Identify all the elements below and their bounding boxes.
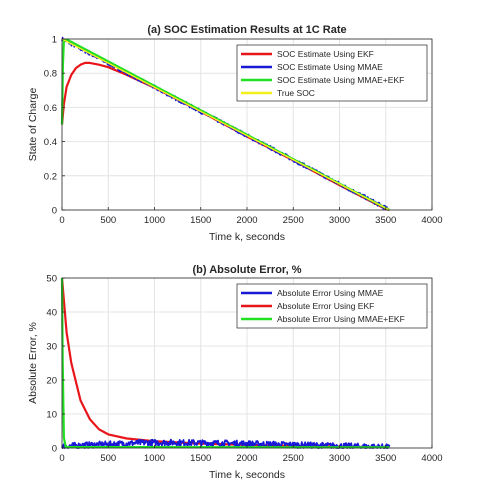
x-tick-label: 3500 [375, 453, 396, 464]
x-tick-label: 0 [59, 215, 64, 226]
x-tick-label: 1000 [144, 215, 165, 226]
plot-b-xlabel: Time k, seconds [209, 469, 285, 481]
legend-label-err-mmae-ekf: Absolute Error Using MMAE+EKF [277, 314, 405, 324]
y-tick-label: 20 [46, 376, 57, 387]
plot-a-ylabel: State of Charge [27, 88, 39, 162]
x-tick-label: 1000 [144, 453, 165, 464]
x-tick-label: 500 [100, 215, 116, 226]
x-tick-label: 2000 [236, 453, 257, 464]
series-line-absolute-error-using-mmae [61, 438, 391, 449]
y-tick-label: 30 [46, 342, 57, 353]
plot-a-legend: SOC Estimate Using EKF SOC Estimate Usin… [236, 44, 428, 102]
y-tick-label: 0 [52, 206, 57, 217]
x-tick-label: 0 [59, 453, 64, 464]
plot-a-xlabel: Time k, seconds [209, 231, 285, 243]
x-tick-label: 4000 [421, 453, 442, 464]
x-tick-label: 2500 [283, 453, 304, 464]
legend-label-ekf: SOC Estimate Using EKF [277, 49, 374, 59]
x-tick-label: 4000 [421, 215, 442, 226]
absolute-error-plot: (b) Absolute Error, % 0 500 1000 1500 2000 25… [27, 264, 443, 481]
series-line-true-soc [61, 38, 390, 211]
legend-label-err-ekf: Absolute Error Using EKF [277, 301, 374, 311]
legend-label-mmae: SOC Estimate Using MMAE [277, 62, 383, 72]
legend-label-mmae-ekf: SOC Estimate Using MMAE+EKF [277, 75, 404, 85]
x-tick-label: 500 [100, 453, 116, 464]
legend-label-true-soc: True SOC [277, 88, 315, 98]
legend-label-err-mmae: Absolute Error Using MMAE [277, 288, 384, 298]
series-line-absolute-error-using-mmae-ekf [60, 277, 390, 449]
x-tick-label: 3000 [329, 453, 350, 464]
plot-b-title: (b) Absolute Error, % [193, 264, 302, 276]
y-tick-label: 0.4 [44, 137, 57, 148]
y-tick-label: 10 [46, 410, 57, 421]
plot-a-title: (a) SOC Estimation Results at 1C Rate [147, 24, 346, 36]
soc-estimation-plot: (a) SOC Estimation Results at 1C Rate 0 5… [27, 24, 443, 243]
x-tick-label: 2000 [236, 215, 257, 226]
y-tick-label: 0.8 [44, 69, 57, 80]
x-tick-label: 3500 [375, 215, 396, 226]
y-tick-label: 0.6 [44, 103, 57, 114]
y-tick-label: 0.2 [44, 171, 57, 182]
plot-b-ylabel: Absolute Error, % [27, 322, 39, 404]
x-tick-label: 3000 [329, 215, 350, 226]
y-tick-label: 0 [52, 444, 57, 455]
x-tick-label: 1500 [190, 215, 211, 226]
y-tick-label: 50 [46, 274, 57, 285]
x-tick-label: 1500 [190, 453, 211, 464]
x-tick-label: 2500 [283, 215, 304, 226]
plot-b-legend: Absolute Error Using MMAE Absolute Error… [236, 283, 428, 329]
y-tick-label: 1 [52, 35, 57, 46]
y-tick-label: 40 [46, 308, 57, 319]
